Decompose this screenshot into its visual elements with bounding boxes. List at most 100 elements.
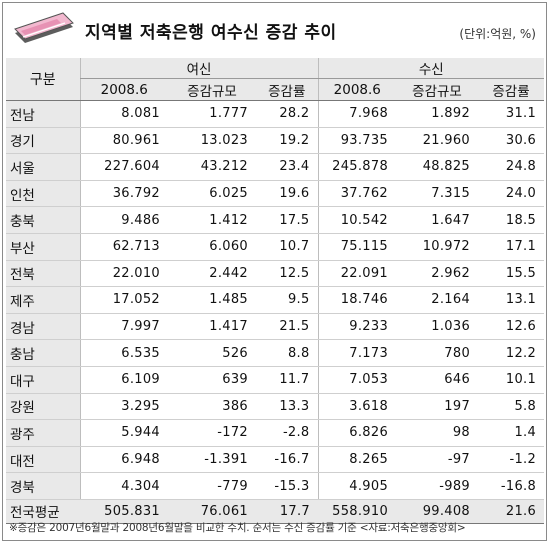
table-cell: 21.960 xyxy=(396,127,479,155)
table-cell: 5.8 xyxy=(478,393,545,421)
table-cell: 12.5 xyxy=(256,260,319,288)
region-name: 광주 xyxy=(6,419,80,447)
savings-bank-table: 구분 여신 수신 2008.6 증감규모 증감률 2008.6 증감규모 증감률… xyxy=(6,58,545,524)
table-cell: 2.442 xyxy=(168,260,256,288)
table-cell: 21.5 xyxy=(256,313,319,341)
table-body: 전남 8.081 1.777 28.2 7.968 1.892 31.1 경기 80.961 13… xyxy=(6,100,545,500)
table-cell: 18.746 xyxy=(317,286,397,314)
table-row: 충북 9.486 1.412 17.5 10.542 1.647 18.5 xyxy=(6,206,545,234)
table-cell: 19.2 xyxy=(256,127,319,155)
table-cell: -989 xyxy=(396,472,479,500)
table-cell: 197 xyxy=(396,393,479,421)
bankbook-card-icon xyxy=(14,12,74,43)
table-cell: 7.053 xyxy=(317,366,397,394)
table-cell: -16.8 xyxy=(478,472,545,500)
region-name: 인천 xyxy=(6,180,80,208)
header-row-groups: 구분 여신 수신 xyxy=(6,58,545,101)
table-cell: 13.1 xyxy=(478,286,545,314)
table-cell: 17.1 xyxy=(478,233,545,261)
table-cell: 1.417 xyxy=(168,313,256,341)
table-cell: 4.304 xyxy=(79,472,168,500)
table-cell: 3.618 xyxy=(317,393,397,421)
table-cell: 7.968 xyxy=(317,100,397,128)
unit-label: (단위:억원, %) xyxy=(459,27,536,41)
table-row: 전남 8.081 1.777 28.2 7.968 1.892 31.1 xyxy=(6,100,545,128)
table-cell: 8.265 xyxy=(317,446,397,474)
table-cell: 386 xyxy=(168,393,256,421)
table-cell: 13.3 xyxy=(256,393,319,421)
table-cell: 2.164 xyxy=(396,286,479,314)
table-cell: 639 xyxy=(168,366,256,394)
table-cell: 99.408 xyxy=(396,498,479,524)
table-cell: 7.173 xyxy=(317,339,397,367)
table-cell: 3.295 xyxy=(79,393,168,421)
table-cell: 22.010 xyxy=(79,260,168,288)
column-header: 증감률 xyxy=(478,78,545,101)
table-cell: -16.7 xyxy=(256,446,319,474)
table-cell: 2.962 xyxy=(396,260,479,288)
table-cell: 227.604 xyxy=(79,153,168,181)
table-cell: 7.997 xyxy=(79,313,168,341)
table-cell: -1.391 xyxy=(168,446,256,474)
title-bar: 지역별 저축은행 여수신 증감 추이 (단위:억원, %) xyxy=(3,3,546,57)
region-name: 충북 xyxy=(6,206,80,234)
table-row: 인천 36.792 6.025 19.6 37.762 7.315 24.0 xyxy=(6,180,545,208)
table-cell: 62.713 xyxy=(79,233,168,261)
table-cell: 1.485 xyxy=(168,286,256,314)
table-cell: 48.825 xyxy=(396,153,479,181)
table-row: 광주 5.944 -172 -2.8 6.826 98 1.4 xyxy=(6,419,545,447)
table-cell: 6.109 xyxy=(79,366,168,394)
table-cell: 21.6 xyxy=(478,498,545,524)
table-cell: 8.8 xyxy=(256,339,319,367)
table-cell: 1.4 xyxy=(478,419,545,447)
table-cell: 526 xyxy=(168,339,256,367)
table-cell: 558.910 xyxy=(318,498,397,524)
table-cell: 8.081 xyxy=(79,100,168,128)
table-cell: 505.831 xyxy=(80,498,168,524)
table-row: 서울 227.604 43.212 23.4 245.878 48.825 24.8 xyxy=(6,153,545,181)
table-cell: 80.961 xyxy=(79,127,168,155)
table-cell: 17.5 xyxy=(256,206,319,234)
table-cell: 12.2 xyxy=(478,339,545,367)
table-row: 경남 7.997 1.417 21.5 9.233 1.036 12.6 xyxy=(6,313,545,341)
table-cell: 75.115 xyxy=(317,233,397,261)
column-header: 2008.6 xyxy=(79,78,168,101)
table-cell: 11.7 xyxy=(256,366,319,394)
table-cell: -15.3 xyxy=(256,472,319,500)
table-row: 경북 4.304 -779 -15.3 4.905 -989 -16.8 xyxy=(6,472,545,500)
region-name: 전북 xyxy=(6,260,80,288)
table-cell: 7.315 xyxy=(396,180,479,208)
table-cell: 30.6 xyxy=(478,127,545,155)
table-cell: 93.735 xyxy=(317,127,397,155)
column-header: 증감률 xyxy=(256,78,319,101)
table-row: 경기 80.961 13.023 19.2 93.735 21.960 30.6 xyxy=(6,127,545,155)
table-row: 충남 6.535 526 8.8 7.173 780 12.2 xyxy=(6,339,545,367)
total-row: 전국평균 505.831 76.061 17.7 558.910 99.408 … xyxy=(6,498,545,524)
table-cell: -1.2 xyxy=(478,446,545,474)
header-row-columns: 2008.6 증감규모 증감률 2008.6 증감규모 증감률 xyxy=(6,78,545,101)
table-cell: 245.878 xyxy=(317,153,397,181)
region-name: 대구 xyxy=(6,366,80,394)
table-cell: 6.060 xyxy=(168,233,256,261)
table-cell: 18.5 xyxy=(478,206,545,234)
column-header: 2008.6 xyxy=(317,78,397,101)
table-cell: 646 xyxy=(396,366,479,394)
table-cell: 9.5 xyxy=(256,286,319,314)
table-cell: 12.6 xyxy=(478,313,545,341)
table-cell: 31.1 xyxy=(478,100,545,128)
table-cell: -2.8 xyxy=(256,419,319,447)
total-label: 전국평균 xyxy=(6,498,80,524)
region-name: 경북 xyxy=(6,472,80,500)
table-cell: 4.905 xyxy=(317,472,397,500)
table-cell: 76.061 xyxy=(168,498,256,524)
table-cell: 17.052 xyxy=(79,286,168,314)
region-header: 구분 xyxy=(6,58,80,101)
table-row: 전북 22.010 2.442 12.5 22.091 2.962 15.5 xyxy=(6,260,545,288)
table-row: 대전 6.948 -1.391 -16.7 8.265 -97 -1.2 xyxy=(6,446,545,474)
region-name: 경기 xyxy=(6,127,80,155)
table-cell: 780 xyxy=(396,339,479,367)
table-cell: 1.412 xyxy=(168,206,256,234)
column-header: 증감규모 xyxy=(168,78,256,101)
table-cell: 24.8 xyxy=(478,153,545,181)
loan-group-header: 여신 xyxy=(79,58,319,79)
